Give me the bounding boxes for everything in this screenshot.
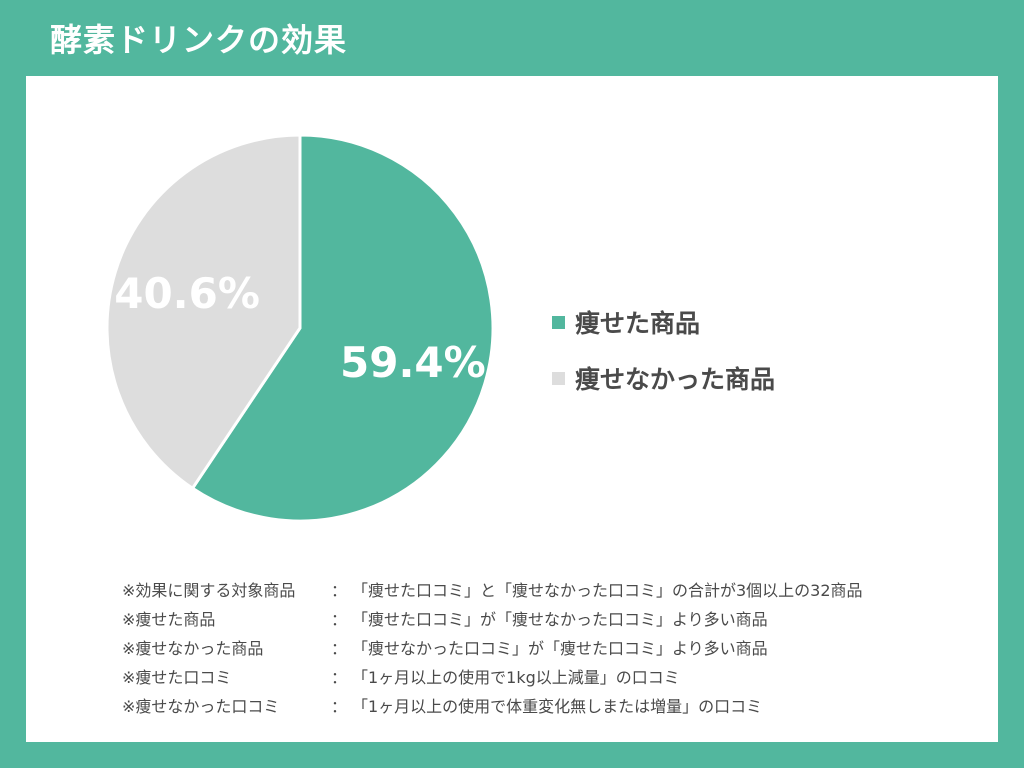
footnote-colon: ： xyxy=(330,668,347,687)
pie-slice-0 xyxy=(191,133,495,523)
legend-label-not-slimmed: 痩せなかった商品 xyxy=(575,365,776,394)
legend-swatch-not-slimmed xyxy=(552,371,565,385)
footnote-desc: 「痩せた口コミ」が「痩せなかった口コミ」より多い商品 xyxy=(352,610,768,629)
pie-chart: 59.4% 40.6% xyxy=(105,133,495,523)
pie-label-1: 40.6% xyxy=(114,269,260,318)
footnote-colon: ： xyxy=(330,639,347,658)
footnote-term: ※痩せた商品 xyxy=(122,610,216,629)
footnote-colon: ： xyxy=(330,610,347,629)
legend-label-slimmed: 痩せた商品 xyxy=(575,309,701,338)
legend-item-slimmed: 痩せた商品 xyxy=(552,294,775,350)
chart-panel: 59.4% 40.6% 痩せた商品 痩せなかった商品 ※効果に関する対象商品 ： … xyxy=(26,76,998,742)
footnote-desc: 「1ヶ月以上の使用で体重変化無しまたは増量」の口コミ xyxy=(352,697,763,716)
footnote-term: ※効果に関する対象商品 xyxy=(122,581,296,600)
legend-item-not-slimmed: 痩せなかった商品 xyxy=(552,350,775,406)
footnote-row: ※痩せた口コミ ： 「1ヶ月以上の使用で1kg以上減量」の口コミ xyxy=(122,663,863,692)
footnote-desc: 「1ヶ月以上の使用で1kg以上減量」の口コミ xyxy=(352,668,680,687)
footnote-term: ※痩せなかった口コミ xyxy=(122,697,280,716)
pie-label-0: 59.4% xyxy=(340,338,486,387)
footnote-colon: ： xyxy=(330,581,347,600)
footnote-colon: ： xyxy=(330,697,347,716)
footnote-row: ※痩せなかった口コミ ： 「1ヶ月以上の使用で体重変化無しまたは増量」の口コミ xyxy=(122,692,863,721)
page-title: 酵素ドリンクの効果 xyxy=(50,21,348,59)
footnote-row: ※痩せた商品 ： 「痩せた口コミ」が「痩せなかった口コミ」より多い商品 xyxy=(122,605,863,634)
footnote-desc: 「痩せた口コミ」と「痩せなかった口コミ」の合計が3個以上の32商品 xyxy=(352,581,863,600)
footnote-row: ※効果に関する対象商品 ： 「痩せた口コミ」と「痩せなかった口コミ」の合計が3個… xyxy=(122,576,863,605)
pie-data-labels: 59.4% 40.6% xyxy=(114,269,486,387)
footnote-row: ※痩せなかった商品 ： 「痩せなかった口コミ」が「痩せた口コミ」より多い商品 xyxy=(122,634,863,663)
pie-slice-1 xyxy=(105,133,302,490)
footnotes: ※効果に関する対象商品 ： 「痩せた口コミ」と「痩せなかった口コミ」の合計が3個… xyxy=(122,576,863,721)
footnote-term: ※痩せなかった商品 xyxy=(122,639,264,658)
footnote-desc: 「痩せなかった口コミ」が「痩せた口コミ」より多い商品 xyxy=(352,639,768,658)
pie-slices xyxy=(105,133,495,523)
legend-swatch-slimmed xyxy=(552,315,565,329)
chart-legend: 痩せた商品 痩せなかった商品 xyxy=(552,294,775,406)
footnote-term: ※痩せた口コミ xyxy=(122,668,232,687)
